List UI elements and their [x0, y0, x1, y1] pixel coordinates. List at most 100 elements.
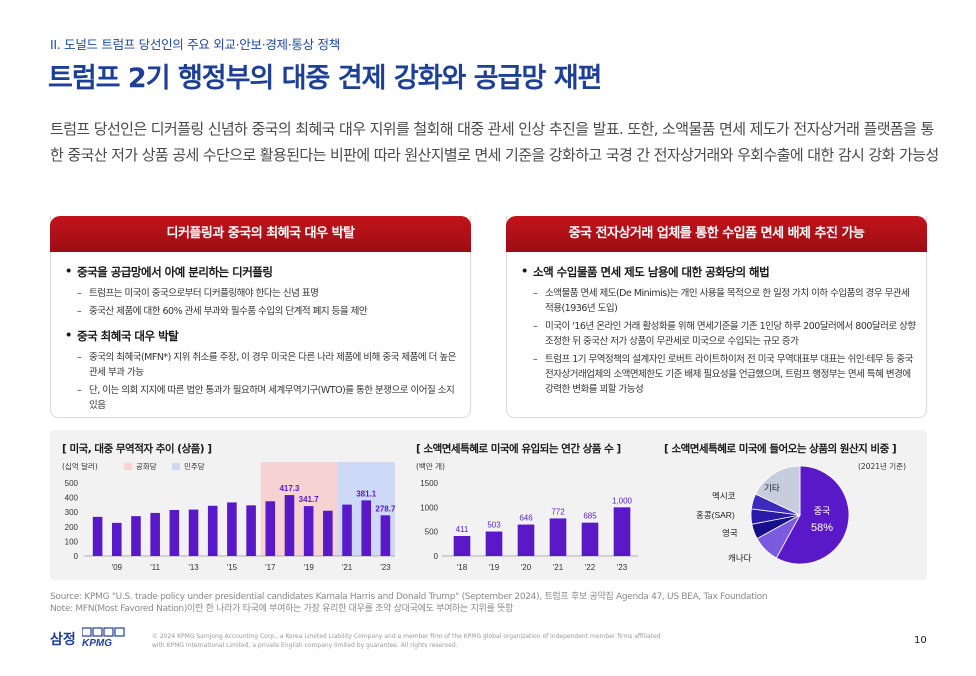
legend-republican: 공화당 [124, 461, 157, 472]
samjong-logo-text: 삼정 [50, 632, 76, 648]
bar [581, 522, 599, 556]
bar [188, 509, 199, 556]
data-label: 411 [456, 525, 469, 534]
bullet-de-minimis: 소액 수입물품 면세 제도 남용에 대한 공화당의 해법 [521, 264, 916, 280]
panel-header: 디커플링과 중국의 최혜국 대우 박탈 [50, 216, 471, 252]
x-tick-label: '17 [265, 563, 276, 572]
data-label: 341.7 [299, 495, 320, 504]
slice-label: 기타 [764, 483, 780, 493]
x-tick-label: '15 [227, 563, 238, 572]
y-tick-label: 500 [65, 479, 79, 488]
x-tick-label: '09 [112, 563, 123, 572]
chart2-unit: (백만 개) [416, 462, 445, 471]
bar [150, 512, 160, 556]
chart2-title: [ 소액면세특혜로 미국에 유입되는 연간 상품 수 ] [416, 443, 621, 455]
source-text: Source: KPMG "U.S. trade policy under pr… [50, 592, 768, 602]
bar [265, 501, 276, 556]
data-label: 1,000 [612, 496, 633, 505]
y-tick-label: 0 [434, 552, 439, 561]
legend-swatch-democrat [172, 463, 180, 470]
bar [111, 522, 122, 556]
panel-body: 소액 수입물품 면세 제도 남용에 대한 공화당의 해법 소액물품 면세 제도(… [521, 264, 916, 400]
x-tick-label: '23 [617, 563, 628, 572]
bar [361, 500, 372, 556]
copyright-text: © 2024 KPMG Samjong Accounting Corp., a … [152, 633, 661, 649]
bar [613, 507, 631, 556]
bar [549, 518, 567, 556]
x-tick-label: '22 [585, 563, 596, 572]
pie-slice [755, 465, 801, 516]
x-tick-label: '21 [553, 563, 564, 572]
x-tick-label: '11 [150, 563, 160, 572]
slice-label: 중국 [814, 506, 831, 516]
footer-notes: Source: KPMG "U.S. trade policy under pr… [50, 591, 768, 615]
x-tick-label: '18 [457, 563, 468, 572]
panel-decoupling: 디커플링과 중국의 최혜국 대우 박탈 중국을 공급망에서 아예 분리하는 디커… [50, 216, 471, 418]
slice-percent: 58% [811, 522, 833, 534]
bar [517, 524, 535, 556]
bar [485, 531, 503, 556]
bar [92, 516, 103, 556]
sub-item: 중국의 최혜국(MFN*) 지위 취소를 주장, 이 경우 미국은 다른 나라 … [65, 350, 460, 380]
x-tick-label: '19 [303, 563, 314, 572]
note-text: Note: MFN(Most Favored Nation)이란 한 나라가 타… [50, 604, 514, 614]
y-tick-label: 0 [74, 552, 79, 561]
bar [246, 505, 256, 556]
y-tick-label: 100 [65, 537, 79, 546]
charts-svg: 0 100 200 300 400 500 417.3 341.7 381.1 278.7 '09 '… [65, 462, 850, 572]
x-tick-label: '20 [521, 563, 532, 572]
svg-text:KPMG: KPMG [82, 638, 112, 647]
data-label: 503 [487, 521, 501, 530]
y-tick-label: 400 [65, 494, 79, 503]
section-label: II. 도널드 트럼프 당선인의 주요 외교·안보·경제·통상 정책 [50, 37, 340, 52]
sub-item: 소액물품 면세 제도(De Minimis)는 개인 사용을 목적으로 한 일정… [521, 286, 916, 316]
sub-item: 미국이 '16년 온라인 거래 활성화를 위해 면세기준을 기존 1인당 하루 … [521, 319, 916, 349]
bar [303, 506, 314, 556]
page-number: 10 [914, 635, 927, 646]
x-tick-label: '23 [380, 563, 391, 572]
chart1-title: [ 미국, 대중 무역적자 추이 (상품) ] [62, 443, 212, 455]
slice-label: 멕시코 [712, 491, 736, 501]
y-tick-label: 200 [65, 523, 79, 532]
sub-item: 중국산 제품에 대한 60% 관세 부과와 필수품 수입의 단계적 폐지 등을 … [65, 304, 460, 319]
bar [169, 510, 180, 556]
bar [323, 510, 333, 556]
sub-item: 단, 이는 의회 지지에 따른 법안 통과가 필요하며 세계무역기구(WTO)를… [65, 383, 460, 413]
bar [131, 516, 141, 556]
panel-header: 중국 전자상거래 업체를 통한 수입품 면세 배제 추진 가능 [506, 216, 927, 252]
bar [453, 535, 471, 556]
bar [284, 495, 295, 556]
kpmg-logo: KPMG [82, 627, 125, 647]
x-tick-label: '21 [342, 563, 353, 572]
data-label: 646 [519, 514, 533, 523]
slice-label: 캐나다 [728, 553, 752, 563]
chart1-unit: (십억 달러) [62, 462, 98, 471]
panel-de-minimis: 중국 전자상거래 업체를 통한 수입품 면세 배제 추진 가능 소액 수입물품 … [506, 216, 927, 418]
pie-slice [775, 465, 850, 565]
data-label: 278.7 [375, 504, 396, 513]
page-title: 트럼프 2기 행정부의 대중 견제 강화와 공급망 재편 [48, 63, 602, 94]
y-tick-label: 500 [425, 528, 439, 537]
legend-swatch-republican [124, 463, 132, 470]
bar [207, 505, 218, 556]
data-label: 381.1 [356, 489, 377, 498]
sub-item: 트럼프는 미국이 중국으로부터 디커플링해야 한다는 신념 표명 [65, 286, 460, 301]
y-tick-label: 1000 [420, 503, 438, 512]
sub-item: 트럼프 1기 무역정책의 설계자인 로버트 라이트하이저 전 미국 무역대표부 … [521, 352, 916, 397]
bullet-decoupling: 중국을 공급망에서 아예 분리하는 디커플링 [65, 264, 460, 280]
bar [380, 515, 391, 556]
y-tick-label: 300 [65, 508, 79, 517]
bar [342, 504, 352, 556]
data-label: 417.3 [279, 484, 300, 493]
legend-democrat: 민주당 [172, 461, 205, 472]
y-tick-label: 1500 [420, 479, 438, 488]
data-label: 772 [551, 507, 565, 516]
x-tick-label: '13 [188, 563, 199, 572]
bullet-mfn: 중국 최혜국 대우 박탈 [65, 328, 460, 344]
x-tick-label: '19 [489, 563, 500, 572]
chart3-unit: (2021년 기준) [858, 462, 907, 471]
panel-body: 중국을 공급망에서 아예 분리하는 디커플링 트럼프는 미국이 중국으로부터 디… [65, 264, 460, 416]
slice-label: 홍콩(SAR) [696, 510, 735, 520]
slice-label: 영국 [722, 528, 738, 538]
chart3-title: [ 소액면세특혜로 미국에 들어오는 상품의 원산지 비중 ] [664, 443, 897, 455]
